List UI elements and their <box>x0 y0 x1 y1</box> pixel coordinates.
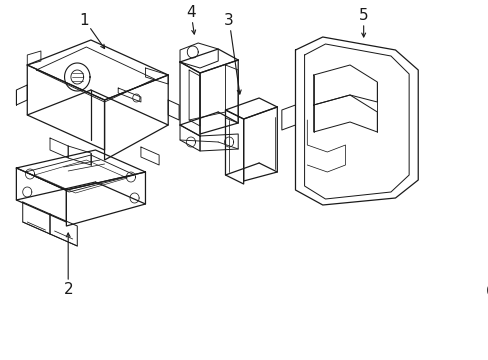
Text: 3: 3 <box>224 13 234 27</box>
Text: 5: 5 <box>358 8 368 23</box>
Text: 4: 4 <box>186 5 195 19</box>
Text: 6: 6 <box>485 284 488 300</box>
Text: 1: 1 <box>80 13 89 27</box>
Text: 2: 2 <box>63 283 73 297</box>
